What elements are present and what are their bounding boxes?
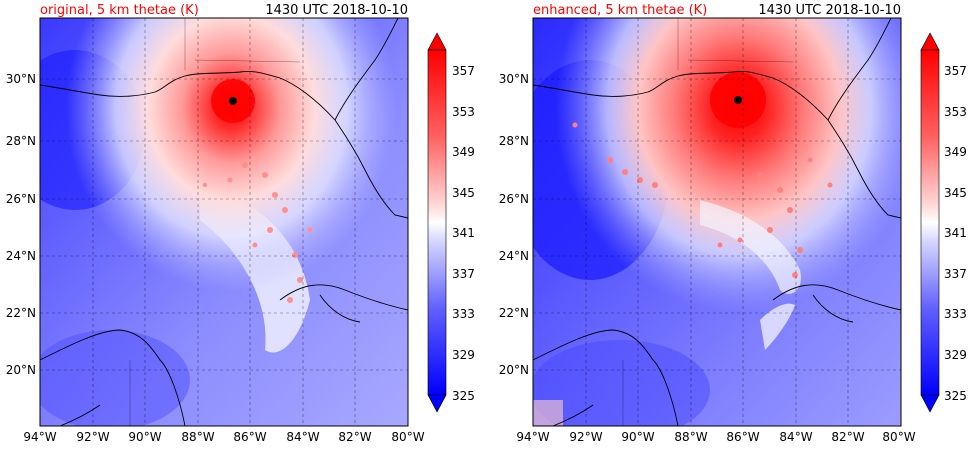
lon-tick: 80°W [882, 430, 915, 444]
gridlines [533, 18, 901, 426]
lat-tick: 30°N [499, 72, 529, 86]
political-borders [129, 18, 301, 426]
lat-tick-labels: 20°N 22°N 24°N 26°N 28°N 30°N [499, 72, 529, 377]
colorbar-label: 349 [452, 145, 475, 159]
colorbar-label: 325 [944, 389, 967, 403]
colorbar-label: 349 [944, 145, 967, 159]
convective-cells [203, 162, 313, 303]
lon-tick: 88°W [674, 430, 707, 444]
lat-tick: 28°N [6, 134, 36, 148]
colorbar-label: 337 [944, 267, 967, 281]
lat-tick: 22°N [499, 306, 529, 320]
colorbar-label: 341 [944, 226, 967, 240]
panel-title-right: 1430 UTC 2018-10-10 [758, 3, 901, 18]
colorbar-label: 325 [452, 389, 475, 403]
lat-tick: 20°N [6, 363, 36, 377]
colorbar-label: 353 [452, 105, 475, 119]
political-borders [622, 18, 794, 426]
map-panel-original: original, 5 km thetae (K) 1430 UTC 2018-… [6, 3, 475, 444]
lon-tick: 86°W [233, 430, 266, 444]
coastlines [533, 18, 901, 426]
colorbar-label: 353 [944, 105, 967, 119]
lon-tick: 88°W [181, 430, 214, 444]
map-panel-enhanced: enhanced, 5 km thetae (K) 1430 UTC 2018-… [499, 3, 967, 444]
convective-cells [572, 122, 833, 278]
lon-tick: 90°W [128, 430, 161, 444]
colorbar-label: 329 [944, 348, 967, 362]
lon-tick: 94°W [23, 430, 56, 444]
lon-tick: 86°W [726, 430, 759, 444]
lon-tick: 92°W [569, 430, 602, 444]
colorbar-label: 357 [452, 64, 475, 78]
lat-tick: 24°N [6, 249, 36, 263]
lon-tick: 80°W [391, 430, 424, 444]
lon-tick-labels: 94°W 92°W 90°W 88°W 86°W 84°W 82°W 80°W [23, 430, 424, 444]
coastlines [40, 18, 408, 426]
colorbar: 325 329 333 337 341 345 349 353 357 [920, 32, 967, 413]
colorbar: 325 329 333 337 341 345 349 353 357 [427, 32, 475, 413]
gridlines [40, 18, 408, 426]
colorbar-label: 341 [452, 226, 475, 240]
lat-tick-labels: 20°N 22°N 24°N 26°N 28°N 30°N [6, 72, 36, 377]
lon-tick: 92°W [76, 430, 109, 444]
lon-tick-labels: 94°W 92°W 90°W 88°W 86°W 84°W 82°W 80°W [516, 430, 915, 444]
colorbar-label: 345 [944, 186, 967, 200]
panel-title-left: enhanced, 5 km thetae (K) [533, 3, 707, 18]
colorbar-label: 333 [452, 307, 475, 321]
lat-tick: 22°N [6, 306, 36, 320]
lon-tick: 82°W [338, 430, 371, 444]
colorbar-label: 357 [944, 64, 967, 78]
eye-marker [734, 96, 742, 104]
panel-title-left: original, 5 km thetae (K) [40, 3, 199, 18]
eye-marker [229, 97, 237, 105]
lat-tick: 28°N [499, 134, 529, 148]
lon-tick: 84°W [779, 430, 812, 444]
lon-tick: 94°W [516, 430, 549, 444]
colorbar-label: 345 [452, 186, 475, 200]
lat-tick: 20°N [499, 363, 529, 377]
lon-tick: 90°W [621, 430, 654, 444]
lat-tick: 26°N [499, 192, 529, 206]
map-frame [39, 17, 409, 427]
map-frame [532, 17, 902, 427]
panel-title-right: 1430 UTC 2018-10-10 [265, 3, 408, 18]
colorbar-label: 329 [452, 348, 475, 362]
lat-tick: 24°N [499, 249, 529, 263]
colorbar-label: 337 [452, 267, 475, 281]
colorbar-label: 333 [944, 307, 967, 321]
lon-tick: 84°W [286, 430, 319, 444]
lat-tick: 30°N [6, 72, 36, 86]
lat-tick: 26°N [6, 192, 36, 206]
lon-tick: 82°W [831, 430, 864, 444]
